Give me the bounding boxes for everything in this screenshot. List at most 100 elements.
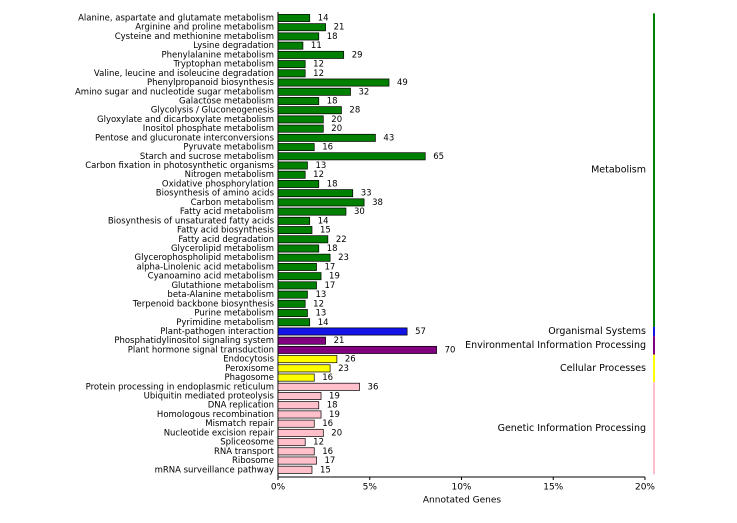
value-label: 12	[313, 299, 324, 309]
y-tick-label: Phosphatidylinositol signaling system	[114, 336, 274, 346]
y-tick-label: Cyanoamino acid metabolism	[148, 272, 274, 282]
bar	[277, 170, 306, 179]
y-tick-label: Oxidative phosphorylation	[162, 179, 274, 189]
value-label: 28	[349, 106, 360, 116]
y-tick-label: beta-Alanine metabolism	[167, 290, 274, 300]
value-label: 49	[397, 78, 408, 88]
group-label: Genetic Information Processing	[498, 423, 646, 434]
value-label: 18	[327, 244, 338, 254]
y-tick-label: Endocytosis	[223, 355, 274, 365]
value-label: 21	[334, 336, 345, 346]
x-tick-label: 10%	[451, 483, 471, 493]
y-tick-label: Amino sugar and nucleotide sugar metabol…	[75, 87, 274, 97]
bar	[277, 272, 322, 281]
bar	[277, 235, 329, 244]
y-tick-label: Galactose metabolism	[179, 96, 274, 106]
y-tick-label: mRNA surveillance pathway	[155, 465, 274, 475]
bar	[277, 60, 306, 69]
y-tick-label: DNA replication	[208, 401, 274, 411]
bar	[277, 216, 311, 225]
value-label: 32	[358, 87, 369, 97]
value-label: 33	[361, 189, 372, 199]
y-tick-label: Pyrimidine metabolism	[176, 318, 274, 328]
y-tick-label: Purine metabolism	[194, 309, 274, 319]
bar	[277, 14, 311, 22]
group-label: Cellular Processes	[560, 363, 646, 374]
y-tick-label: Carbon fixation in photosynthetic organi…	[85, 161, 274, 171]
y-tick-label: Glutathione metabolism	[171, 281, 274, 291]
y-tick-label: Nucleotide excision repair	[164, 428, 275, 438]
group-label: Metabolism	[591, 165, 646, 176]
bar	[277, 97, 320, 105]
x-tick-label: 5%	[363, 483, 378, 493]
y-tick-label: Fatty acid degradation	[178, 235, 274, 245]
value-label: 13	[315, 290, 326, 300]
y-tick-label: Fatty acid biosynthesis	[177, 226, 275, 236]
y-tick-label: Glycerophospholipid metabolism	[135, 253, 274, 263]
value-label: 16	[322, 419, 333, 429]
y-tick-label: Peroxisome	[225, 364, 274, 374]
y-tick-label: Phenylpropanoid biosynthesis	[147, 78, 275, 88]
bar	[277, 309, 308, 317]
x-tick-label: 0%	[271, 483, 286, 493]
value-label: 19	[329, 392, 340, 402]
value-label: 17	[325, 262, 336, 272]
y-tick-label: Cysteine and methionine metabolism	[115, 32, 274, 42]
value-label: 38	[372, 198, 383, 208]
y-tick-label: Terpenoid backbone biosynthesis	[132, 299, 275, 309]
bar	[277, 410, 322, 419]
y-tick-label: Plant-pathogen interaction	[160, 327, 274, 337]
value-label: 20	[331, 115, 342, 125]
y-tick-label: Starch and sucrose metabolism	[140, 152, 274, 162]
value-label: 16	[322, 447, 333, 457]
value-label: 70	[445, 345, 456, 355]
value-label: 29	[352, 50, 363, 60]
bar	[277, 419, 315, 428]
y-tick-label: Ribosome	[232, 456, 274, 466]
y-tick-label: Glyoxylate and dicarboxylate metabolism	[97, 115, 274, 125]
bar	[277, 456, 317, 465]
group-label: Organismal Systems	[548, 326, 646, 337]
bar	[277, 32, 320, 41]
value-label: 21	[334, 23, 345, 33]
y-tick-label: Homologous recombination	[157, 410, 274, 420]
bar	[277, 106, 342, 115]
y-tick-label: Glycerolipid metabolism	[171, 244, 274, 254]
bar	[277, 355, 338, 364]
bar	[277, 401, 320, 410]
bar	[277, 180, 320, 188]
bar	[277, 189, 354, 198]
bar	[277, 226, 313, 235]
bar	[277, 133, 376, 142]
bar	[277, 69, 306, 78]
bar	[277, 299, 306, 308]
bar	[277, 327, 408, 336]
value-label: 12	[313, 438, 324, 448]
bar	[277, 41, 304, 50]
bar	[277, 262, 317, 271]
bar	[277, 87, 351, 96]
value-label: 19	[329, 272, 340, 282]
bar	[277, 143, 315, 152]
bar	[277, 345, 437, 354]
value-label: 18	[327, 401, 338, 411]
y-tick-label: Inositol phosphate metabolism	[143, 124, 274, 134]
y-tick-label: Protein processing in endoplasmic reticu…	[86, 382, 274, 392]
y-tick-label: Pentose and glucuronate interconversions	[95, 133, 275, 143]
bar	[277, 465, 313, 474]
bar	[277, 290, 308, 299]
value-label: 18	[327, 32, 338, 42]
value-label: 16	[322, 143, 333, 153]
value-label: 65	[433, 152, 444, 162]
bar	[277, 198, 365, 207]
bar	[277, 244, 320, 253]
y-tick-label: Mismatch repair	[205, 419, 274, 429]
value-label: 14	[318, 318, 329, 328]
y-tick-label: Biosynthesis of amino acids	[156, 189, 275, 199]
bar	[277, 23, 326, 32]
value-label: 23	[338, 253, 349, 263]
value-label: 17	[325, 456, 336, 466]
value-label: 14	[318, 14, 329, 24]
